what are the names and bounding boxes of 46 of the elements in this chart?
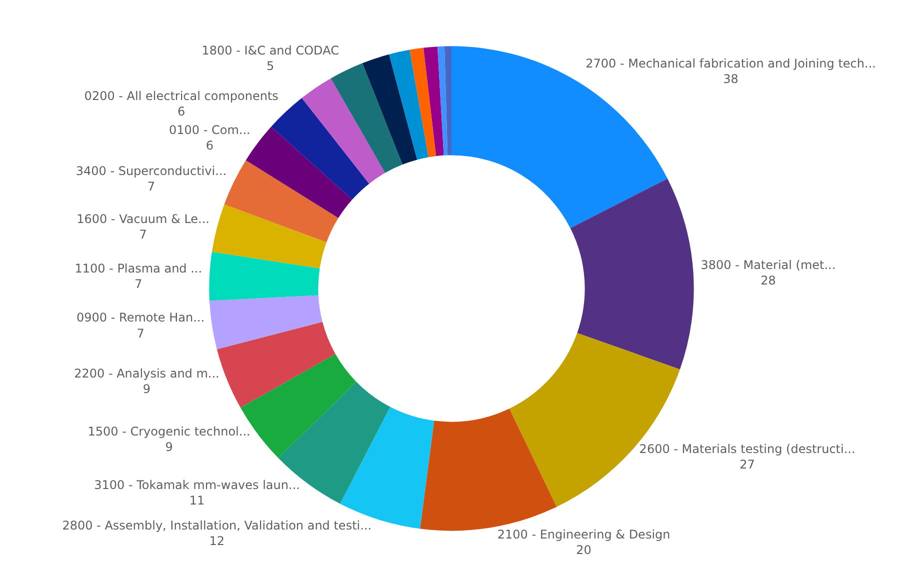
slice-label: 0100 - Com... (168, 122, 250, 137)
data-label: 27 (740, 458, 755, 472)
data-label: 7 (134, 276, 142, 291)
data-label: 9 (142, 382, 151, 396)
data-label: 11 (189, 494, 205, 508)
data-label: 12 (209, 534, 225, 548)
donut-slice (420, 408, 557, 531)
data-label: 7 (147, 180, 156, 194)
data-label: 28 (760, 273, 776, 288)
donut-slice (330, 63, 403, 173)
data-label: 6 (206, 138, 214, 152)
slice-label: 2100 - Engineering & Design (497, 527, 670, 542)
donut-slice (423, 46, 444, 156)
data-label: 38 (723, 72, 738, 86)
slice-label: 1800 - I&C and CODAC (202, 43, 339, 58)
slice-label: 3100 - Tokamak mm-waves laun... (94, 478, 300, 492)
donut-slice (212, 204, 327, 268)
slice-label: 2800 - Assembly, Installation, Validation and testi... (62, 518, 372, 532)
slice-label: 1600 - Vacuum & Le... (76, 212, 210, 226)
donut-slice (410, 48, 436, 158)
slice-label: 1500 - Cryogenic technol... (88, 424, 250, 439)
data-label: 7 (136, 326, 144, 340)
slice-label: 3400 - Superconductivi... (76, 164, 227, 178)
data-label: 5 (266, 58, 274, 73)
donut-slice (389, 50, 428, 160)
donut-slice (209, 252, 320, 301)
donut-slice (209, 295, 322, 350)
donut-slice (570, 178, 694, 370)
slice-label: 0900 - Remote Han... (76, 310, 205, 325)
donut-slice (224, 160, 338, 242)
data-label: 20 (576, 543, 592, 557)
slice-label: 1100 - Plasma and ... (74, 261, 202, 276)
donut-slice (302, 78, 386, 184)
slice-label: 2200 - Analysis and m... (74, 366, 220, 380)
donut-slice (437, 46, 448, 156)
donut-slice (509, 332, 680, 507)
data-label: 9 (165, 440, 173, 454)
slice-label: 0200 - All electrical components (84, 88, 278, 103)
data-label: 6 (178, 104, 186, 119)
donut-slice (444, 46, 452, 156)
donut-slice (362, 54, 418, 165)
data-label: 7 (139, 228, 147, 242)
donut-slice (216, 322, 336, 408)
slice-label: 2700 - Mechanical fabrication and Joining tech... (586, 56, 876, 70)
slice-label: 3800 - Material (met... (700, 258, 836, 272)
slice-label: 2600 - Materials testing (destructi... (639, 442, 856, 456)
